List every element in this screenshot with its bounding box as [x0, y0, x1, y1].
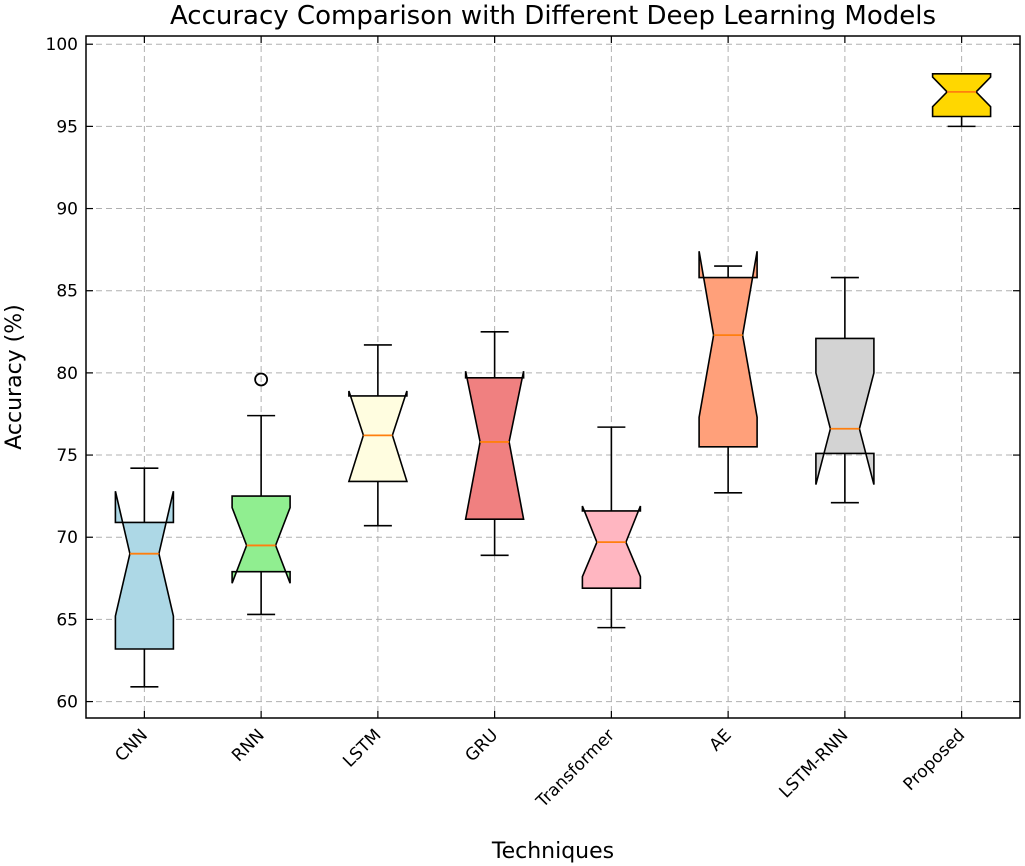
chart-title: Accuracy Comparison with Different Deep … [170, 1, 936, 31]
y-tick-label-80: 80 [56, 364, 78, 384]
plot-frame [85, 35, 1021, 719]
box-proposed [931, 73, 992, 118]
x-tick-label-rnn: RNN [228, 725, 268, 765]
flier-rnn-0 [254, 372, 269, 387]
box-group-proposed [931, 72, 992, 128]
box-ae [698, 251, 758, 448]
box-group-lstm [347, 344, 408, 527]
x-tick-label-proposed: Proposed [900, 725, 969, 794]
box-group-ae [698, 251, 758, 494]
x-tick-label-transformer: Transformer [532, 725, 619, 812]
y-tick-label-95: 95 [56, 117, 78, 137]
y-tick-label-60: 60 [56, 693, 78, 713]
box-gru [464, 371, 525, 521]
box-transformer [581, 505, 642, 590]
tick-layer: 60 65 70 75 80 85 90 95 100 CNN RNN LSTM GRU Transfor… [46, 35, 1020, 812]
box-layer [114, 72, 992, 688]
box-group-lstm-rnn [815, 276, 875, 504]
box-group-transformer [581, 426, 642, 629]
x-tick-label-gru: GRU [462, 725, 503, 766]
y-tick-label-100: 100 [46, 35, 78, 55]
x-axis-label: Techniques [491, 839, 614, 864]
box-rnn [231, 495, 291, 584]
box-group-cnn [114, 467, 175, 688]
x-tick-label-lstm: LSTM [339, 725, 385, 771]
box-group-gru [464, 331, 525, 557]
x-tick-label-cnn: CNN [111, 725, 152, 766]
box-group-rnn [231, 372, 291, 616]
box-cnn [114, 491, 175, 650]
x-tick-label-ae: AE [706, 725, 736, 755]
y-tick-label-85: 85 [56, 282, 78, 302]
box-lstm-rnn [815, 337, 875, 485]
y-tick-label-75: 75 [56, 446, 78, 466]
grid-layer [86, 36, 1020, 718]
y-tick-label-90: 90 [56, 200, 78, 220]
y-tick-label-70: 70 [56, 528, 78, 548]
x-tick-label-lstm-rnn: LSTM-RNN [776, 725, 853, 802]
y-axis-label: Accuracy (%) [2, 304, 27, 450]
y-tick-label-65: 65 [56, 610, 78, 630]
